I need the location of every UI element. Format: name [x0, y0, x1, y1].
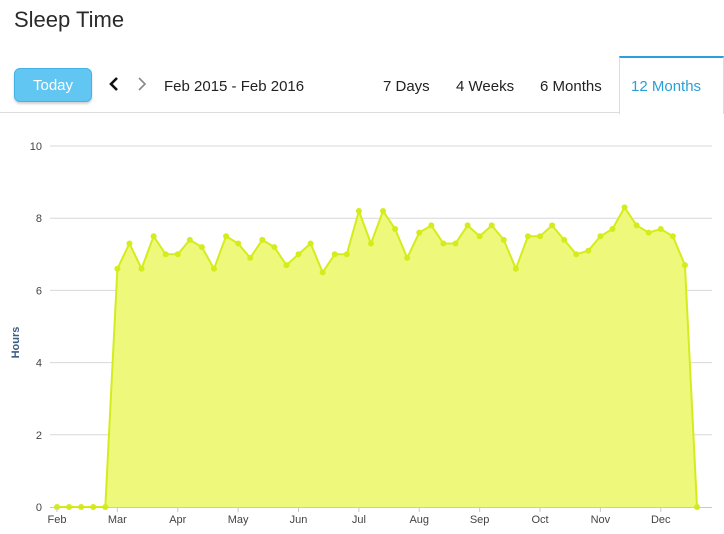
data-point[interactable]	[669, 233, 676, 240]
data-point[interactable]	[307, 240, 314, 247]
y-tick-label: 0	[36, 502, 42, 514]
data-point[interactable]	[259, 236, 266, 243]
data-point[interactable]	[210, 265, 217, 272]
data-point[interactable]	[512, 265, 519, 272]
data-point[interactable]	[537, 233, 544, 240]
data-point[interactable]	[621, 204, 628, 211]
x-tick-label: Feb	[48, 514, 67, 526]
y-tick-label: 8	[36, 213, 42, 225]
x-tick-label: May	[228, 514, 249, 526]
data-point[interactable]	[428, 222, 435, 229]
data-point[interactable]	[283, 262, 290, 269]
x-tick-label: Aug	[409, 514, 429, 526]
chevron-right-icon[interactable]	[136, 76, 148, 92]
y-tick-label: 4	[36, 358, 42, 370]
tab-6-months[interactable]: 6 Months	[540, 78, 602, 95]
data-point[interactable]	[645, 229, 652, 236]
x-tick-label: Jun	[290, 514, 308, 526]
y-tick-label: 6	[36, 285, 42, 297]
y-tick-label: 2	[36, 430, 42, 442]
chevron-left-icon[interactable]	[108, 76, 120, 92]
data-point[interactable]	[174, 251, 181, 258]
data-points	[54, 204, 700, 510]
x-tick-label: Sep	[470, 514, 490, 526]
data-point[interactable]	[126, 240, 133, 247]
x-tick-label: Dec	[651, 514, 671, 526]
data-point[interactable]	[235, 240, 242, 247]
date-range-label: Feb 2015 - Feb 2016	[164, 78, 305, 95]
data-point[interactable]	[186, 236, 193, 243]
page-title: Sleep Time	[14, 7, 125, 32]
data-point[interactable]	[162, 251, 169, 258]
data-point[interactable]	[681, 262, 688, 269]
data-point[interactable]	[500, 236, 507, 243]
data-point[interactable]	[355, 207, 362, 214]
data-point[interactable]	[223, 233, 230, 240]
x-tick-label: Apr	[169, 514, 186, 526]
data-point[interactable]	[367, 240, 374, 247]
data-point[interactable]	[440, 240, 447, 247]
data-point[interactable]	[549, 222, 556, 229]
data-point[interactable]	[319, 269, 326, 276]
data-point[interactable]	[380, 207, 387, 214]
data-point[interactable]	[247, 254, 254, 261]
data-point[interactable]	[150, 233, 157, 240]
x-tick-label: Mar	[108, 514, 127, 526]
y-axis-ticks: 0 2 4 6 8 10	[30, 141, 42, 514]
data-point[interactable]	[609, 226, 616, 233]
data-point[interactable]	[295, 251, 302, 258]
data-point[interactable]	[416, 229, 423, 236]
x-tick-label: Nov	[591, 514, 611, 526]
data-point[interactable]	[476, 233, 483, 240]
date-toolbar: Today Feb 2015 - Feb 2016 7 Days 4 Weeks…	[0, 56, 724, 114]
data-point[interactable]	[657, 226, 664, 233]
data-point[interactable]	[138, 265, 145, 272]
today-button[interactable]: Today	[14, 68, 92, 102]
tab-4-weeks[interactable]: 4 Weeks	[456, 78, 515, 95]
data-point[interactable]	[464, 222, 471, 229]
tab-12-months[interactable]: 12 Months	[631, 78, 702, 95]
data-point[interactable]	[271, 244, 278, 251]
data-point[interactable]	[573, 251, 580, 258]
data-point[interactable]	[524, 233, 531, 240]
data-point[interactable]	[585, 247, 592, 254]
sleep-line	[57, 205, 698, 508]
x-axis-ticks: Feb Mar Apr May Jun Jul Aug Sep Oct Nov Dec	[48, 507, 671, 526]
data-point[interactable]	[198, 244, 205, 251]
toolbar-divider	[0, 112, 620, 113]
data-point[interactable]	[343, 251, 350, 258]
y-tick-label: 10	[30, 141, 42, 153]
x-tick-label: Jul	[352, 514, 366, 526]
data-point[interactable]	[331, 251, 338, 258]
sleep-area	[57, 207, 697, 507]
data-point[interactable]	[392, 226, 399, 233]
y-axis-label: Hours	[10, 327, 22, 359]
data-point[interactable]	[597, 233, 604, 240]
data-point[interactable]	[633, 222, 640, 229]
data-point[interactable]	[114, 265, 121, 272]
x-tick-label: Oct	[531, 514, 548, 526]
tab-7-days[interactable]: 7 Days	[383, 78, 430, 95]
data-point[interactable]	[404, 254, 411, 261]
active-tab-indicator	[619, 56, 724, 114]
data-point[interactable]	[488, 222, 495, 229]
data-point[interactable]	[561, 236, 568, 243]
data-point[interactable]	[452, 240, 459, 247]
